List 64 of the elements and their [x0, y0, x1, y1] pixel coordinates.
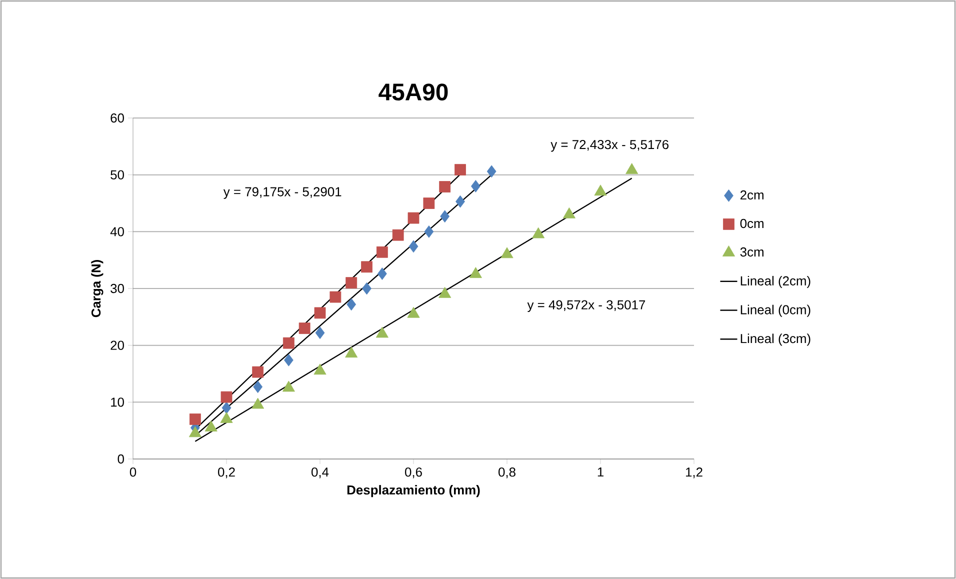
point	[282, 380, 295, 392]
point	[456, 195, 465, 208]
y-tick-label: 30	[110, 284, 124, 294]
point	[408, 212, 420, 224]
point	[282, 337, 294, 349]
point	[204, 420, 218, 432]
point	[361, 261, 372, 273]
point	[253, 380, 263, 394]
x-tick-label: 1,2	[686, 468, 702, 478]
point	[298, 322, 310, 334]
point	[345, 346, 358, 358]
point	[424, 225, 434, 238]
point	[377, 268, 387, 280]
chart-title: 45A90	[378, 84, 448, 100]
point	[222, 402, 232, 414]
legend-label: Lineal (0cm)	[740, 304, 810, 317]
point	[470, 180, 480, 192]
point	[189, 414, 201, 425]
y-tick-label: 60	[110, 113, 124, 123]
annotation: y = 49,572x - 3,5017	[527, 300, 646, 312]
point	[454, 164, 466, 176]
y-tick-label: 40	[110, 227, 124, 236]
point	[346, 277, 358, 289]
y-tick-label: 10	[111, 398, 124, 407]
legend-label: Lineal (2cm)	[740, 276, 810, 288]
point	[423, 198, 435, 209]
point	[188, 426, 202, 438]
annotation: y = 79,175x - 5,2901	[223, 187, 342, 199]
y-tick-label: 0	[118, 454, 124, 464]
point	[500, 247, 514, 258]
x-tick-label: 1	[598, 468, 604, 476]
legend-label: 0cm	[740, 218, 764, 228]
legend-label: 3cm	[740, 247, 764, 257]
point	[376, 326, 388, 338]
y-tick-label: 20	[110, 340, 124, 350]
point	[362, 282, 372, 295]
point	[439, 181, 451, 192]
point	[440, 210, 450, 223]
y-tick-label: 50	[110, 170, 124, 180]
legend-label: 2cm	[740, 190, 764, 200]
point	[284, 354, 294, 366]
point	[408, 240, 418, 253]
point	[486, 165, 496, 178]
y-axis-title: Carga (N)	[91, 260, 104, 318]
point	[252, 398, 264, 409]
point	[392, 229, 404, 241]
annotation: y = 72,433x - 5,5176	[550, 140, 668, 152]
point	[314, 364, 326, 375]
point	[314, 307, 326, 319]
point	[252, 366, 264, 378]
point	[407, 306, 420, 318]
x-tick-label: 0,6	[405, 468, 422, 478]
point	[376, 246, 388, 258]
x-tick-label: 0,4	[312, 468, 329, 478]
point	[346, 298, 356, 311]
point	[315, 326, 325, 340]
x-tick-label: 0,2	[218, 468, 235, 478]
x-tick-label: 0	[130, 468, 136, 477]
x-axis-title: Desplazamiento (mm)	[347, 485, 480, 498]
point	[220, 412, 233, 423]
point	[220, 391, 232, 403]
legend-label: Lineal (3cm)	[740, 334, 810, 346]
point	[330, 291, 342, 303]
x-tick-label: 0,8	[498, 468, 516, 478]
